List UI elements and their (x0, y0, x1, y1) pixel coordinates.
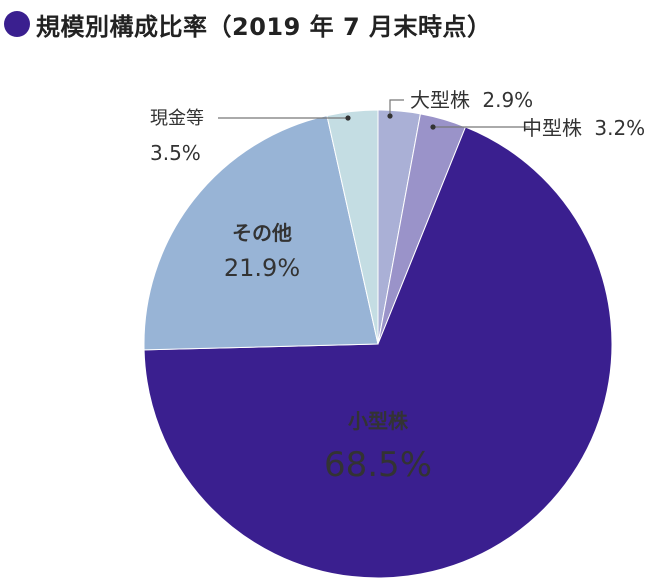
title-bullet-icon (4, 11, 30, 37)
chart-title: 規模別構成比率（2019 年 7 月末時点） (36, 12, 492, 41)
slice-callout-large: 大型株 2.9% (410, 88, 533, 112)
slice-value-large: 2.9% (482, 88, 533, 112)
leader-dot-large (387, 113, 393, 119)
leader-dots (345, 113, 436, 130)
leader-dot-cash (345, 115, 351, 121)
slice-label-mid: 中型株 (522, 116, 582, 140)
leader-dot-mid (430, 124, 436, 130)
slice-label-cash: 現金等 (150, 108, 204, 129)
slice-label-other: その他 (232, 221, 292, 245)
slice-value-cash: 3.5% (150, 141, 201, 165)
slice-value-other: 21.9% (224, 254, 300, 282)
pie-slices (143, 109, 613, 579)
slice-value-mid: 3.2% (594, 116, 645, 140)
leader-lines (218, 99, 530, 128)
slice-label-large: 大型株 (410, 88, 470, 112)
slice-small (143, 126, 613, 579)
leader-line-large (389, 99, 404, 116)
slice-label-small: 小型株 (348, 409, 409, 433)
slice-cash (326, 109, 379, 345)
slice-other (143, 115, 379, 351)
slice-callout-mid: 中型株 3.2% (522, 116, 645, 140)
slice-value-small: 68.5% (324, 445, 432, 485)
chart-title-row: 規模別構成比率（2019 年 7 月末時点） (4, 4, 492, 44)
